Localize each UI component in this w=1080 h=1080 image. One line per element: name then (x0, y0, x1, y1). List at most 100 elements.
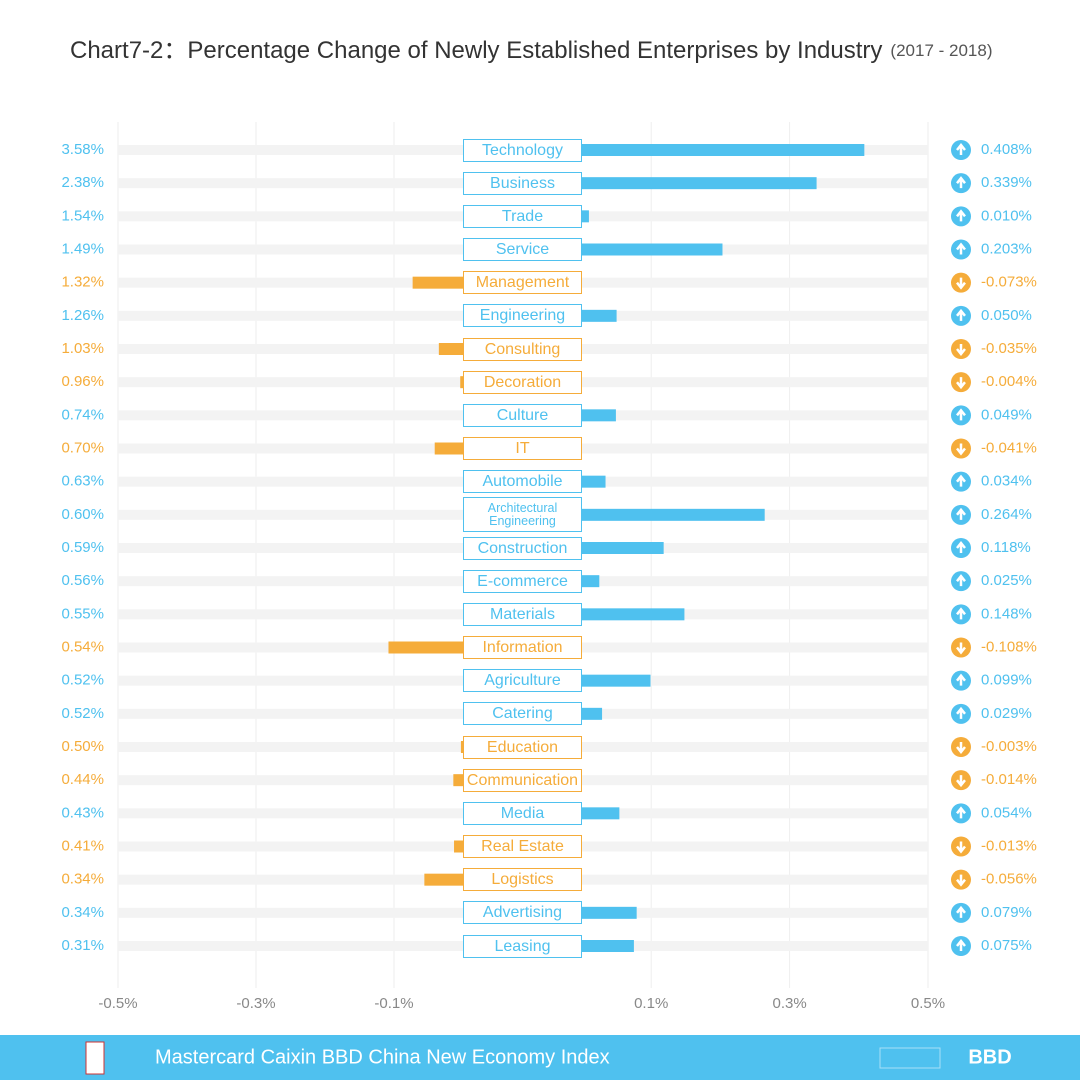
x-tick-label: -0.1% (374, 995, 413, 1012)
bar (582, 906, 637, 919)
share-label: 0.34% (61, 871, 104, 888)
bar (460, 376, 463, 389)
trend-arrow (956, 242, 966, 255)
value-label: 0.049% (981, 406, 1032, 423)
value-label: 0.010% (981, 207, 1032, 224)
subtitle: (2017 - 2018) (890, 41, 992, 60)
share-label: 0.54% (61, 638, 104, 655)
category-label: Business (463, 171, 582, 195)
share-label: 0.74% (61, 406, 104, 423)
category-label: Consulting (463, 337, 582, 361)
value-label: -0.014% (981, 771, 1037, 788)
bar (582, 940, 634, 952)
trend-arrow (956, 209, 966, 222)
share-label: 0.52% (61, 705, 104, 722)
category-label: Agriculture (463, 669, 582, 693)
bar (582, 210, 589, 223)
value-label: -0.003% (981, 738, 1037, 755)
trend-arrow (956, 841, 966, 854)
trend-arrow (956, 574, 966, 587)
share-label: 0.96% (61, 373, 104, 390)
share-label: 0.52% (61, 672, 104, 689)
bar (582, 674, 651, 687)
trend-arrow (956, 742, 966, 755)
trend-arrow (956, 540, 966, 553)
category-label: Architectural Engineering (463, 497, 582, 533)
share-label: 1.49% (61, 240, 104, 257)
category-label: Technology (463, 138, 582, 162)
footer-logo: BBD (968, 1046, 1011, 1068)
share-label: 0.43% (61, 804, 104, 821)
title: Chart7-2：Percentage Change of Newly Esta… (70, 37, 882, 64)
value-label: -0.041% (981, 439, 1037, 456)
category-label: Automobile (463, 470, 582, 494)
trend-arrow (956, 874, 966, 887)
category-label: Service (463, 238, 582, 261)
bar (454, 840, 463, 853)
bar (582, 575, 600, 588)
value-label: 0.339% (981, 174, 1032, 191)
value-label: 0.050% (981, 307, 1032, 324)
bar (582, 409, 616, 422)
category-label: Education (463, 735, 582, 759)
footer-icon (85, 1041, 105, 1075)
share-label: 3.58% (61, 141, 104, 158)
trend-arrow (956, 277, 966, 290)
trend-arrow (956, 607, 966, 620)
trend-arrow (956, 344, 966, 357)
trend-arrow (956, 806, 966, 819)
bar (453, 774, 463, 787)
value-label: -0.004% (981, 373, 1037, 390)
value-label: 0.054% (981, 804, 1032, 821)
share-label: 1.03% (61, 340, 104, 357)
share-label: 0.50% (61, 738, 104, 755)
category-label: Decoration (463, 370, 582, 394)
value-label: 0.075% (981, 937, 1032, 954)
category-label: Trade (463, 204, 582, 228)
x-tick-label: 0.5% (911, 995, 945, 1012)
share-label: 0.63% (61, 473, 104, 490)
trend-arrow (956, 642, 966, 655)
share-label: 0.44% (61, 771, 104, 788)
value-label: -0.013% (981, 837, 1037, 854)
category-label: Information (463, 636, 582, 659)
bar (582, 542, 664, 554)
value-label: 0.079% (981, 904, 1032, 921)
share-label: 0.31% (61, 937, 104, 954)
bar (582, 707, 603, 720)
bar (582, 144, 865, 156)
share-label: 0.60% (61, 506, 104, 523)
bar (424, 873, 463, 886)
trend-arrow (956, 142, 966, 155)
bar (582, 309, 617, 322)
value-label: 0.118% (981, 539, 1031, 556)
trend-arrow (956, 905, 966, 918)
value-label: 0.099% (981, 672, 1032, 689)
category-label: Leasing (463, 934, 582, 958)
share-label: 1.54% (61, 207, 104, 224)
category-label: Media (463, 801, 582, 825)
share-label: 2.38% (61, 174, 104, 191)
trend-arrow (956, 673, 966, 686)
chart-title: Chart7-2：Percentage Change of Newly Esta… (70, 37, 993, 64)
bar (460, 741, 463, 753)
share-label: 0.59% (61, 539, 104, 556)
category-label: Materials (463, 602, 582, 626)
bar (582, 508, 765, 521)
bar (582, 475, 606, 488)
footer-text: Mastercard Caixin BBD China New Economy … (155, 1046, 610, 1068)
category-label: Advertising (463, 901, 582, 925)
trend-arrow (956, 775, 966, 788)
category-label: Culture (463, 403, 582, 427)
category-label: Management (463, 271, 582, 295)
value-label: -0.108% (981, 638, 1037, 655)
x-tick-label: -0.3% (236, 995, 275, 1012)
footer-band (0, 1035, 1080, 1080)
category-label: Engineering (463, 304, 582, 328)
category-label: E-commerce (463, 569, 582, 593)
value-label: -0.073% (981, 274, 1037, 291)
bar (582, 807, 620, 820)
share-label: 0.56% (61, 572, 104, 589)
trend-arrow (956, 377, 966, 390)
trend-arrow (956, 176, 966, 189)
